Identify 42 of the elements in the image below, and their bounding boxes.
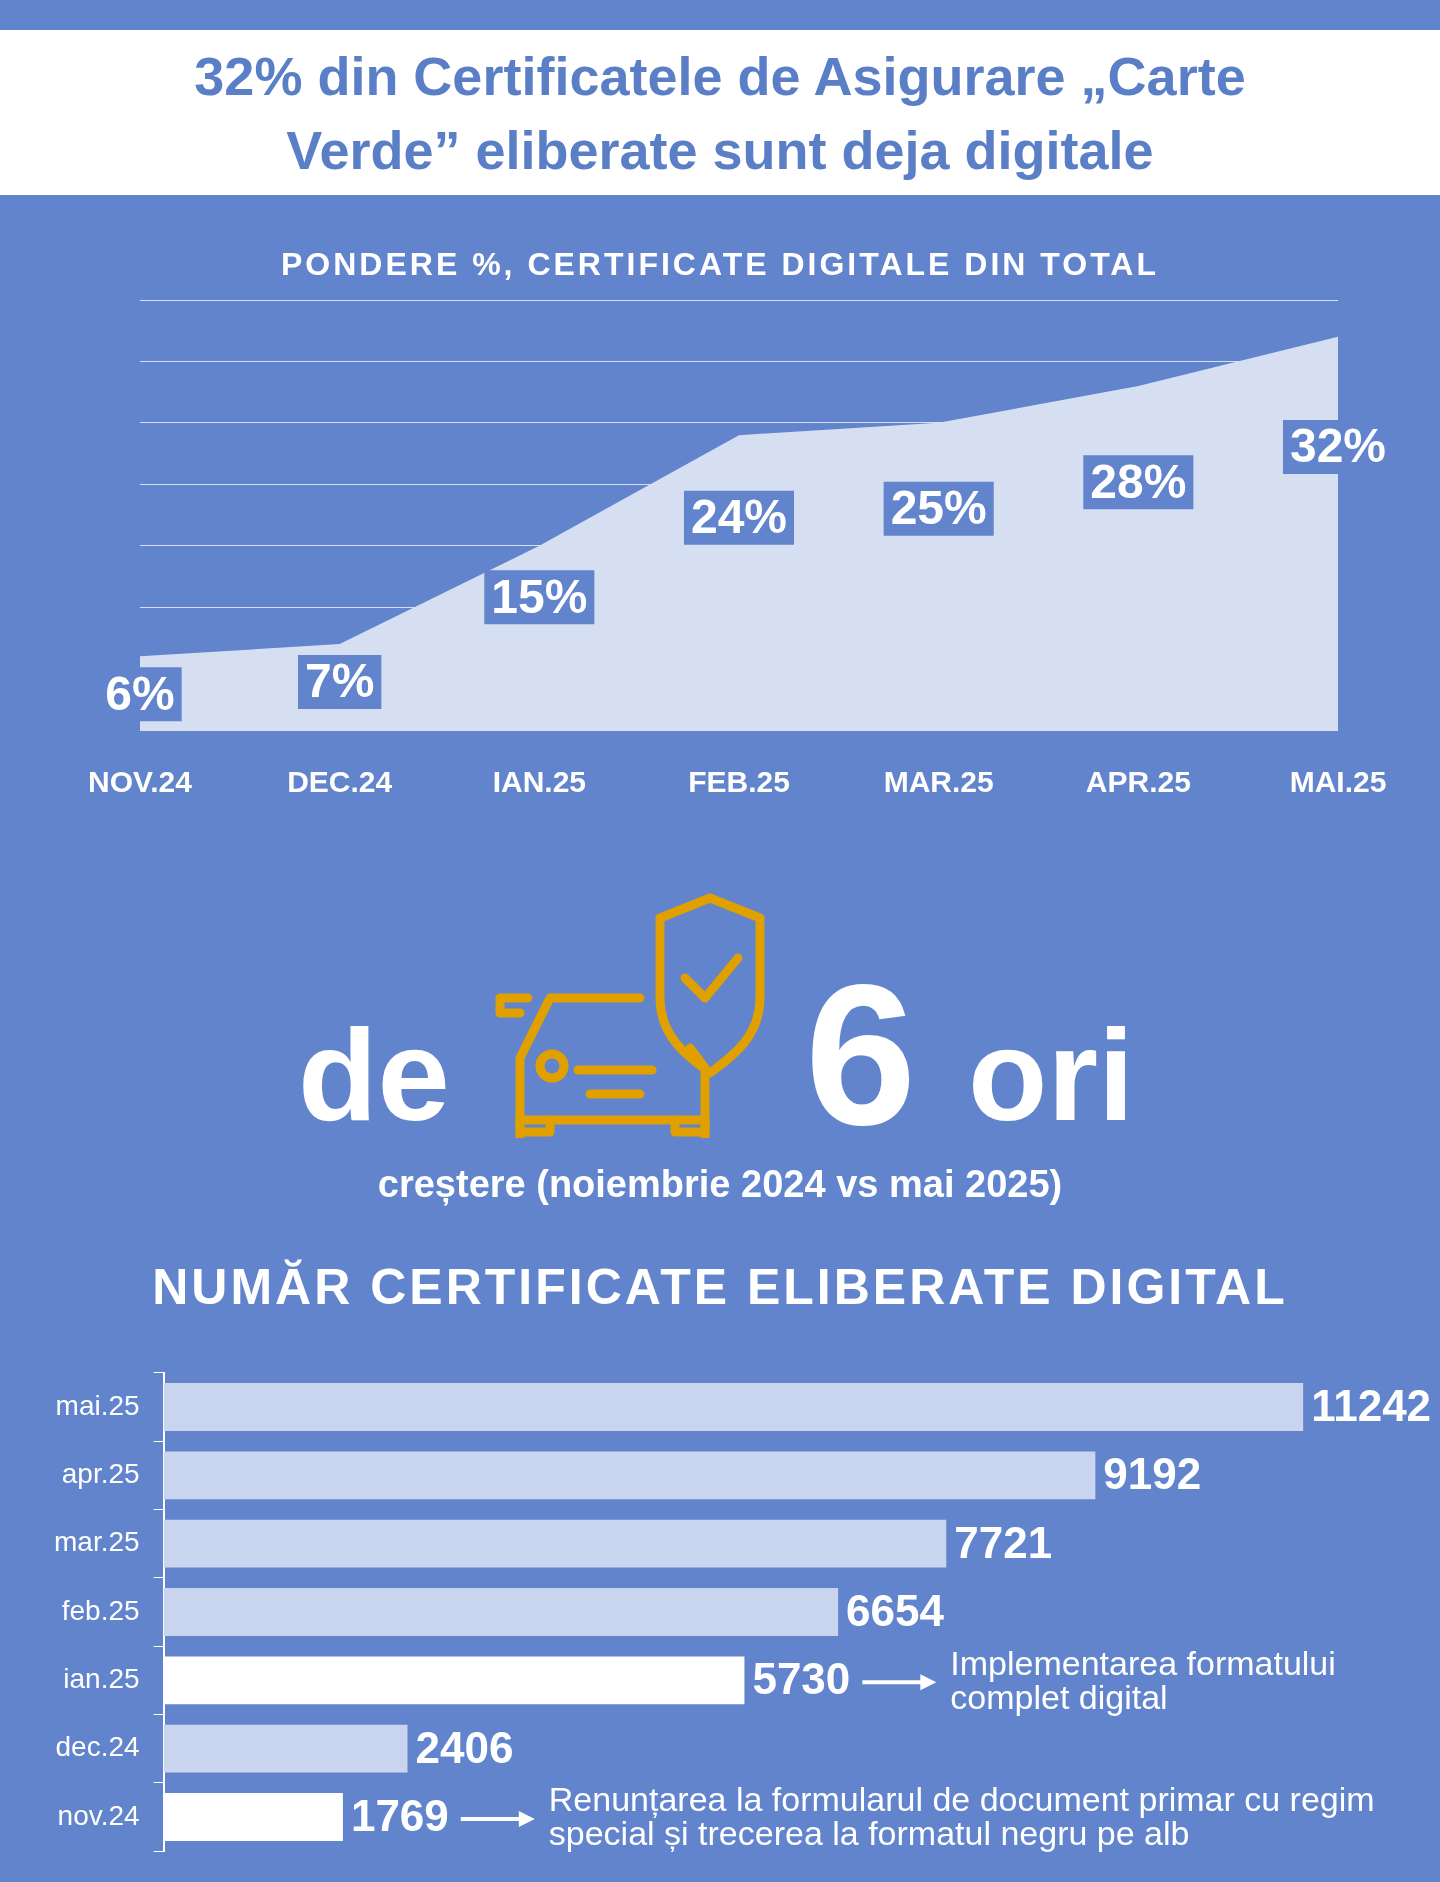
bar	[163, 1519, 947, 1568]
data-label: 15%	[491, 569, 588, 623]
data-label: 7721	[954, 1517, 1053, 1567]
data-label: 5730	[752, 1654, 851, 1704]
data-label: 28%	[1090, 454, 1187, 508]
y-tick-label: dec.24	[55, 1731, 140, 1763]
data-label: 9192	[1103, 1449, 1202, 1499]
y-tick-label: mar.25	[53, 1526, 140, 1558]
text: creștere (noiembrie 2024 vs mai 2025)	[376, 1163, 1064, 1205]
data-label: 6654	[846, 1586, 945, 1636]
data-label: 24%	[690, 489, 788, 543]
x-tick-label: APR.25	[1085, 765, 1191, 799]
data-label: 25%	[890, 481, 987, 535]
x-tick-label: FEB.25	[688, 765, 790, 799]
chart-subtitle: PONDERE %, CERTIFICATE DIGITALE DIN TOTAL	[280, 246, 1160, 283]
annotation: Renunțarea la formularul de document primar cu regim special și trecerea la formatul negru pe alb	[548, 1780, 1375, 1853]
bar	[163, 1724, 408, 1773]
bar	[163, 1451, 1096, 1500]
y-tick-label: apr.25	[61, 1458, 140, 1490]
x-tick-label: MAR.25	[883, 765, 994, 799]
y-tick-label: mai.25	[55, 1389, 140, 1421]
data-label: 11242	[1311, 1381, 1432, 1431]
data-label: 2406	[415, 1722, 514, 1772]
text: 6	[805, 943, 917, 1166]
data-label: 1769	[350, 1791, 449, 1841]
data-label: 7%	[304, 654, 375, 708]
data-label: 6%	[105, 666, 175, 720]
y-tick-label: feb.25	[61, 1594, 140, 1626]
chart-title: NUMĂR CERTIFICATE ELIBERATE DIGITAL	[151, 1258, 1289, 1316]
chart-title: 32% din Certificatele de Asigurare „Carte Verde” eliberate sunt deja digitale	[193, 44, 1247, 182]
y-tick-label: nov.24	[57, 1799, 140, 1831]
bar	[163, 1588, 839, 1636]
x-tick-label: IAN.25	[492, 765, 587, 799]
bar	[163, 1383, 1304, 1431]
text: de	[298, 1002, 450, 1148]
annotation: Implementarea formatului complet digital	[950, 1643, 1336, 1716]
y-tick-label: ian.25	[63, 1663, 140, 1695]
data-label: 32%	[1289, 419, 1387, 473]
text: ori	[968, 1002, 1135, 1148]
x-tick-label: DEC.24	[287, 765, 393, 799]
x-tick-label: NOV.24	[88, 765, 193, 799]
x-tick-label: MAI.25	[1289, 765, 1387, 799]
